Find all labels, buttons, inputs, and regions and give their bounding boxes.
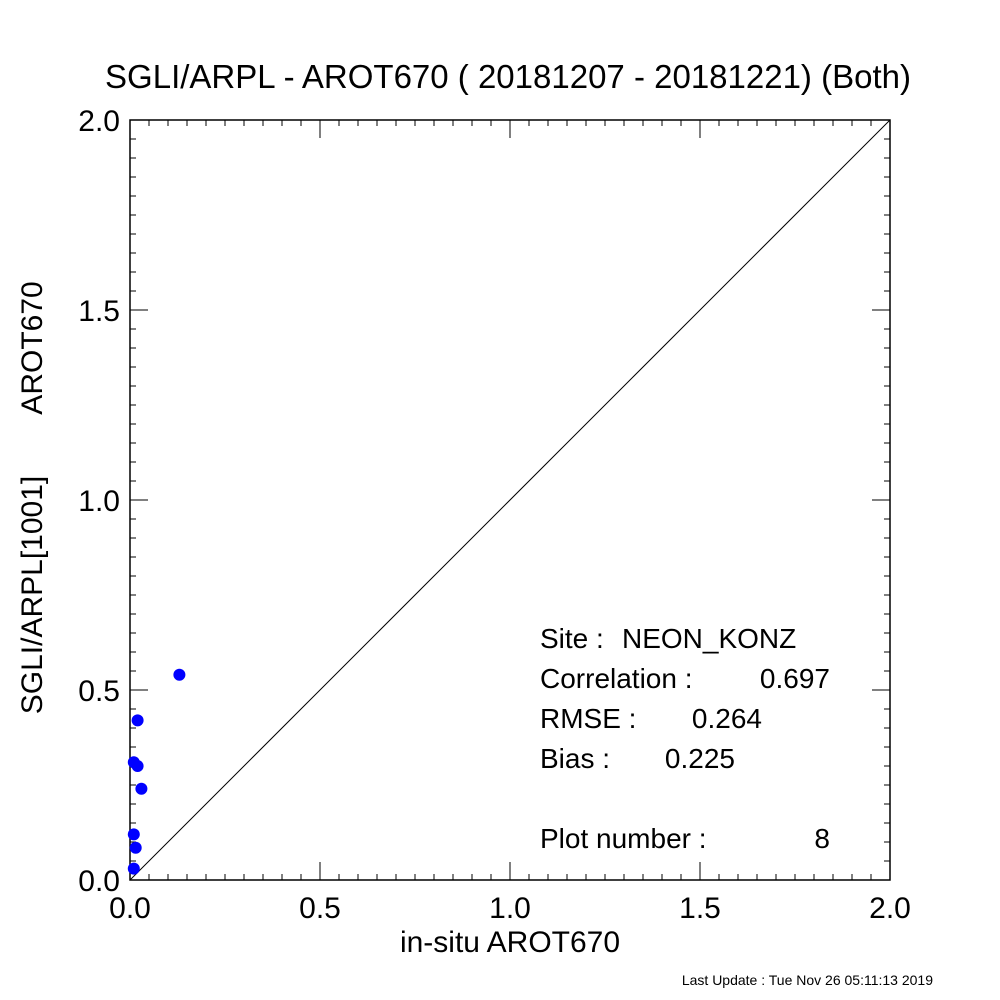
y-tick-labels: 0.0 0.5 1.0 1.5 2.0 [78, 105, 120, 898]
site-label: Site : [540, 623, 604, 654]
x-tick-label: 2.0 [869, 892, 911, 925]
x-tick-labels: 0.0 0.5 1.0 1.5 2.0 [109, 892, 911, 925]
bias-value: 0.225 [665, 743, 735, 774]
stats-panel: Site : NEON_KONZ Correlation : 0.697 RMS… [540, 623, 830, 854]
y-tick-label: 0.5 [78, 675, 120, 708]
one-to-one-line [129, 119, 891, 881]
x-tick-label: 1.0 [489, 892, 531, 925]
plot-number-label: Plot number : [540, 823, 707, 854]
plot-number-value: 8 [814, 823, 830, 854]
y-tick-label: 1.5 [78, 295, 120, 328]
x-axis-label: in-situ AROT670 [400, 926, 620, 959]
x-tick-label: 1.5 [679, 892, 721, 925]
last-update-footer: Last Update : Tue Nov 26 05:11:13 2019 [682, 972, 933, 988]
y-axis-label-left: SGLI/ARPL[1001] [16, 476, 49, 714]
y-tick-label: 2.0 [78, 105, 120, 138]
data-points [127, 668, 186, 875]
rmse-value: 0.264 [692, 703, 762, 734]
rmse-label: RMSE : [540, 703, 636, 734]
correlation-value: 0.697 [760, 663, 830, 694]
data-point [127, 862, 140, 875]
site-value: NEON_KONZ [622, 623, 796, 654]
chart-title: SGLI/ARPL - AROT670 ( 20181207 - 2018122… [105, 58, 911, 95]
plot-frame [129, 119, 891, 881]
y-axis-label-right: AROT670 [16, 281, 49, 414]
data-point [131, 714, 144, 727]
x-tick-label: 0.0 [109, 892, 151, 925]
correlation-label: Correlation : [540, 663, 693, 694]
x-tick-label: 0.5 [299, 892, 341, 925]
bias-label: Bias : [540, 743, 610, 774]
data-point [173, 668, 186, 681]
y-tick-label: 1.0 [78, 485, 120, 518]
data-point [135, 782, 148, 795]
y-tick-label: 0.0 [78, 865, 120, 898]
data-point [131, 760, 144, 772]
data-point [127, 828, 140, 841]
data-point [129, 841, 142, 854]
